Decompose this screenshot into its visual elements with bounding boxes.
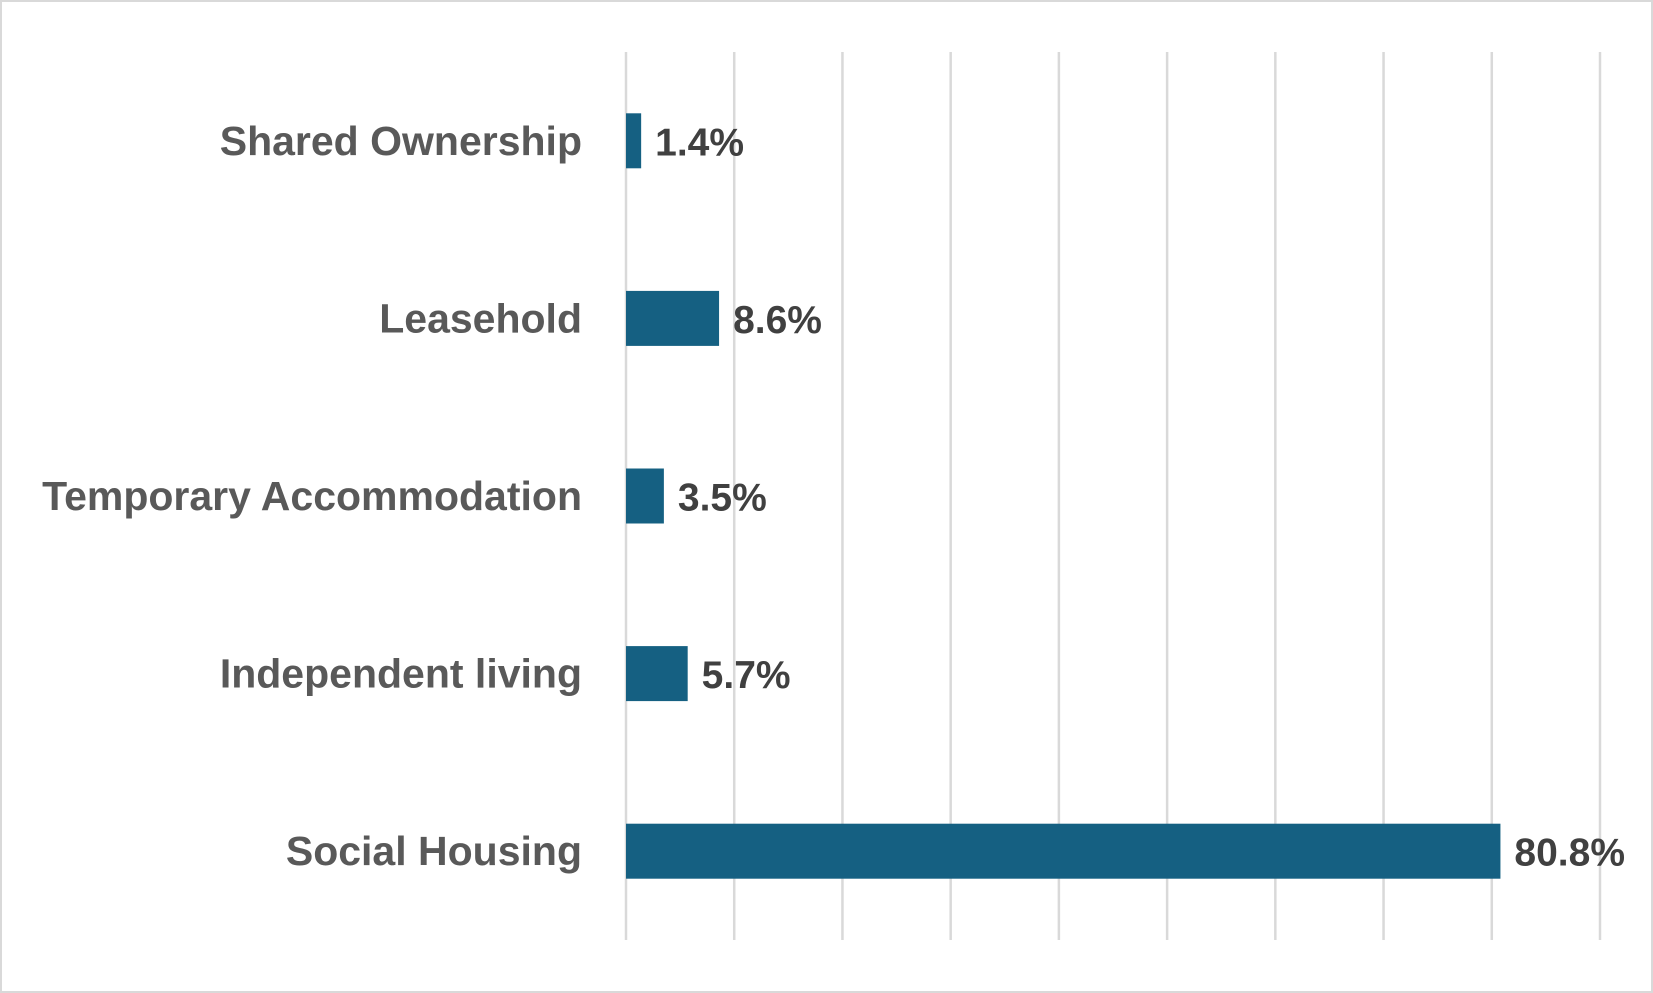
labels: Shared Ownership 1.4% Leasehold 8.6% Tempora…	[42, 118, 1625, 875]
bar-independent-living	[626, 646, 688, 702]
category-label-leasehold: Leasehold	[379, 295, 582, 341]
bar-leasehold	[626, 290, 720, 346]
gridlines	[624, 52, 1602, 940]
bars	[626, 113, 1501, 879]
category-label-shared-ownership: Shared Ownership	[220, 118, 582, 164]
bar-temporary-accommodation	[626, 468, 664, 524]
value-label-leasehold: 8.6%	[733, 299, 822, 342]
value-label-independent-living: 5.7%	[702, 654, 791, 697]
bar-shared-ownership	[626, 113, 642, 169]
value-label-temporary-accommodation: 3.5%	[678, 477, 767, 520]
value-label-shared-ownership: 1.4%	[655, 121, 744, 164]
category-label-independent-living: Independent living	[220, 651, 582, 697]
category-label-temporary-accommodation: Temporary Accommodation	[42, 473, 582, 519]
value-label-social-housing: 80.8%	[1514, 832, 1625, 875]
category-label-social-housing: Social Housing	[286, 828, 582, 874]
bar-social-housing	[626, 823, 1501, 879]
